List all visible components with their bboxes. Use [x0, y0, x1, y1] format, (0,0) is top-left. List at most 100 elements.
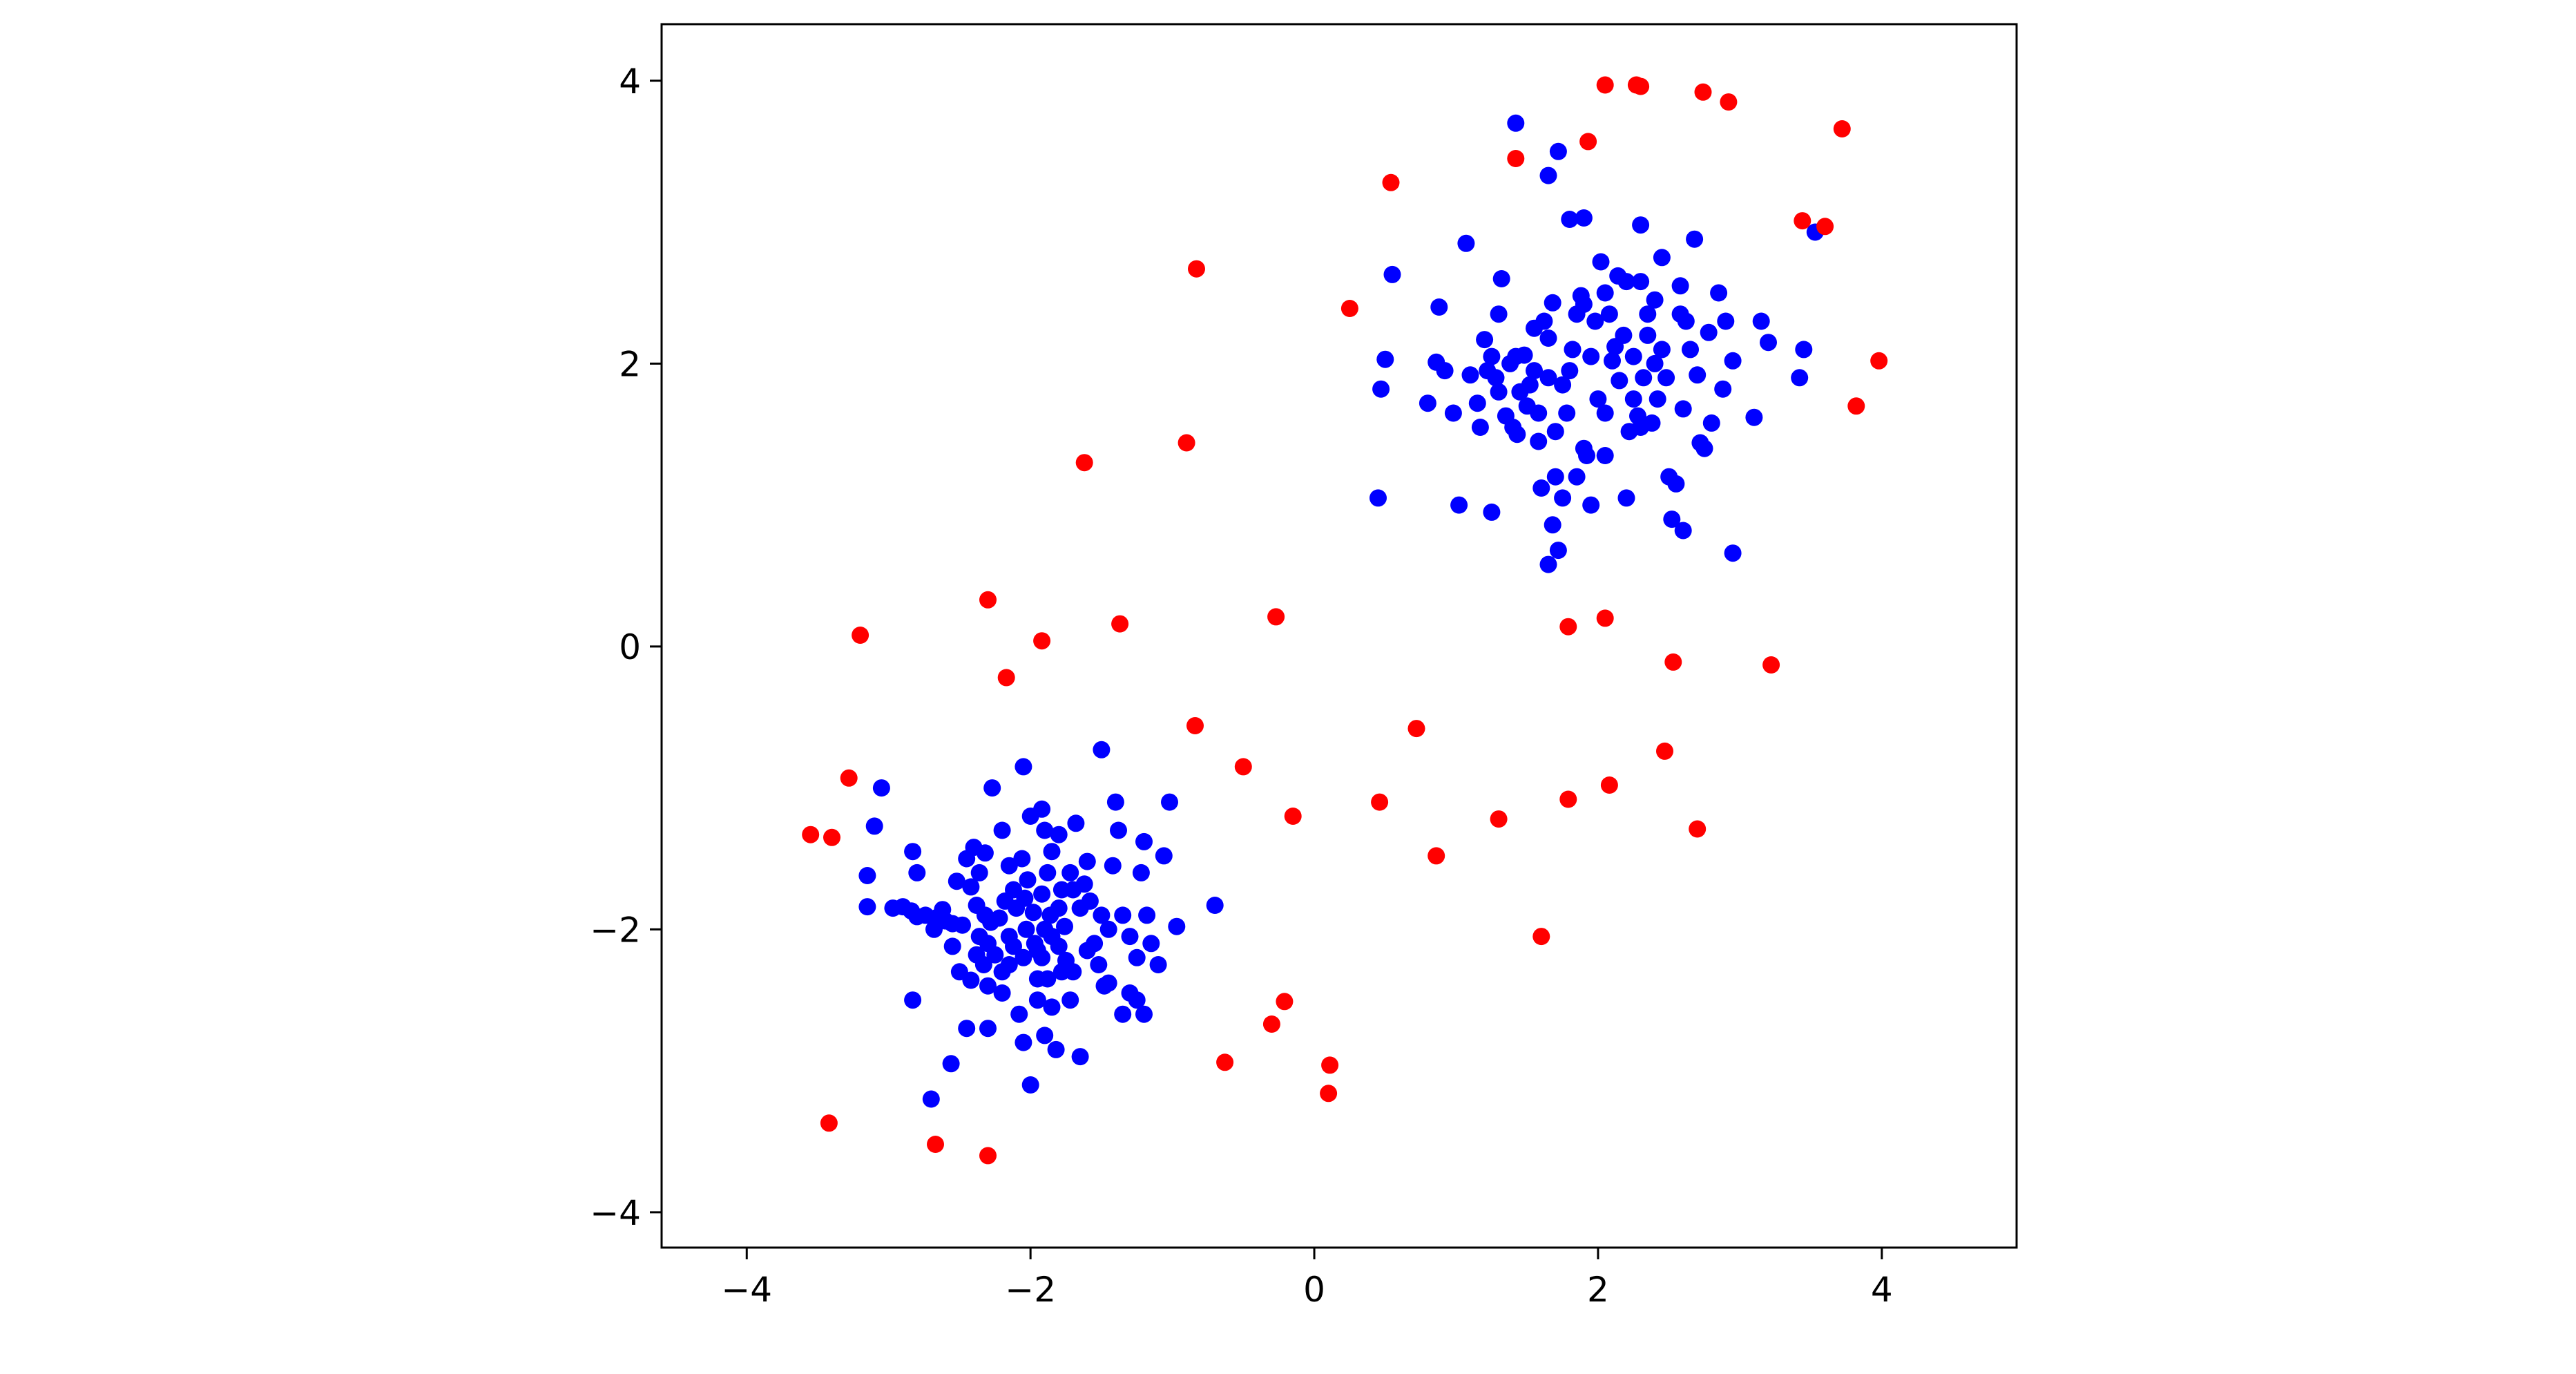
scatter-point-0-217 — [1760, 334, 1777, 352]
scatter-point-0-221 — [1507, 114, 1525, 132]
scatter-point-0-190 — [1635, 369, 1653, 387]
scatter-point-0-201 — [1674, 400, 1692, 418]
scatter-point-0-75 — [1050, 899, 1068, 917]
scatter-point-0-187 — [1624, 347, 1642, 365]
scatter-point-0-61 — [1043, 843, 1061, 861]
scatter-point-0-104 — [1132, 863, 1150, 881]
scatter-point-0-135 — [1461, 366, 1479, 384]
scatter-point-0-227 — [1653, 249, 1671, 267]
scatter-point-0-160 — [1546, 423, 1564, 441]
scatter-point-1-2 — [840, 769, 858, 787]
scatter-point-1-40 — [1664, 653, 1682, 671]
scatter-point-0-138 — [1476, 331, 1494, 349]
scatter-point-0-195 — [1653, 341, 1671, 359]
scatter-point-0-193 — [1646, 291, 1664, 309]
scatter-point-0-14 — [922, 1090, 940, 1108]
scatter-point-0-80 — [1061, 991, 1079, 1009]
scatter-point-0-180 — [1604, 352, 1621, 370]
scatter-point-0-196 — [1657, 369, 1675, 387]
scatter-point-0-231 — [1671, 277, 1689, 295]
x-tick-label: −2 — [1005, 1270, 1056, 1310]
plot-area-frame — [660, 23, 2018, 1249]
scatter-point-0-232 — [1677, 312, 1695, 330]
scatter-point-0-36 — [993, 821, 1011, 839]
scatter-point-0-136 — [1468, 394, 1486, 412]
scatter-point-0-51 — [1024, 904, 1042, 922]
scatter-point-0-172 — [1578, 447, 1595, 464]
scatter-point-0-213 — [1724, 352, 1742, 370]
scatter-point-0-205 — [1689, 366, 1707, 384]
scatter-point-0-144 — [1490, 383, 1508, 401]
scatter-point-1-36 — [1600, 776, 1618, 794]
scatter-point-0-73 — [1050, 826, 1068, 843]
scatter-point-0-167 — [1561, 362, 1579, 380]
scatter-point-0-9 — [908, 863, 926, 881]
scatter-point-0-3 — [858, 898, 876, 916]
scatter-point-0-33 — [979, 977, 997, 995]
scatter-point-0-110 — [1168, 917, 1186, 935]
scatter-point-0-69 — [1028, 991, 1046, 1009]
scatter-point-0-211 — [1714, 380, 1732, 398]
scatter-point-0-178 — [1596, 404, 1614, 422]
scatter-point-1-45 — [1794, 212, 1811, 230]
scatter-point-1-15 — [1234, 758, 1252, 776]
scatter-point-0-84 — [1064, 963, 1082, 981]
scatter-point-0-106 — [1142, 935, 1160, 953]
scatter-point-0-223 — [1549, 142, 1567, 160]
scatter-point-0-212 — [1717, 312, 1735, 330]
scatter-point-0-165 — [1554, 489, 1572, 507]
scatter-point-0-239 — [1596, 447, 1614, 464]
x-tick-label: 4 — [1871, 1270, 1893, 1310]
scatter-point-0-128 — [1419, 394, 1436, 412]
scatter-point-1-43 — [1720, 93, 1738, 111]
scatter-point-0-18 — [948, 872, 965, 890]
scatter-point-0-60 — [1036, 821, 1054, 839]
scatter-point-0-71 — [1036, 1027, 1054, 1044]
scatter-point-0-214 — [1724, 544, 1742, 562]
scatter-point-0-174 — [1582, 347, 1600, 365]
scatter-point-0-76 — [1056, 917, 1073, 935]
scatter-point-0-96 — [1110, 821, 1127, 839]
scatter-point-0-108 — [1155, 847, 1173, 865]
scatter-point-1-1 — [823, 828, 840, 846]
scatter-point-0-225 — [1575, 209, 1593, 227]
scatter-point-1-48 — [1847, 397, 1865, 415]
scatter-point-0-46 — [1015, 758, 1032, 776]
scatter-point-1-42 — [1694, 83, 1712, 101]
scatter-point-0-99 — [1121, 928, 1139, 946]
scatter-point-1-17 — [1216, 1053, 1234, 1071]
x-tick-label: −4 — [721, 1270, 772, 1310]
scatter-point-0-88 — [1081, 892, 1099, 910]
scatter-point-0-204 — [1686, 230, 1704, 248]
scatter-point-0-0 — [872, 779, 890, 797]
scatter-point-0-185 — [1617, 489, 1635, 507]
scatter-point-0-184 — [1615, 326, 1633, 344]
scatter-point-0-24 — [976, 844, 994, 862]
scatter-point-0-243 — [1568, 468, 1586, 486]
scatter-point-0-81 — [1067, 814, 1085, 832]
scatter-point-0-148 — [1508, 426, 1526, 443]
scatter-point-0-44 — [1000, 956, 1018, 973]
scatter-point-0-194 — [1649, 390, 1666, 408]
scatter-point-0-21 — [970, 863, 988, 881]
scatter-point-0-100 — [1128, 948, 1146, 966]
scatter-point-1-22 — [1320, 1085, 1338, 1103]
y-tick-label: 0 — [619, 627, 641, 667]
scatter-point-0-16 — [943, 937, 961, 955]
scatter-point-0-68 — [1039, 970, 1057, 988]
scatter-point-0-8 — [904, 843, 922, 861]
scatter-point-0-119 — [925, 920, 943, 938]
scatter-point-1-29 — [1507, 150, 1525, 167]
scatter-point-0-54 — [1015, 948, 1032, 966]
scatter-point-0-155 — [1532, 479, 1550, 497]
scatter-point-1-31 — [1559, 790, 1577, 808]
scatter-point-0-153 — [1526, 362, 1543, 380]
scatter-point-0-77 — [1050, 937, 1068, 955]
scatter-point-0-233 — [1507, 347, 1525, 365]
scatter-point-0-13 — [904, 991, 922, 1009]
scatter-point-1-9 — [1033, 632, 1051, 650]
scatter-point-0-162 — [1549, 542, 1567, 560]
y-tick-label: −4 — [590, 1193, 641, 1233]
ticks-layer: −4 −2 0 2 4 −4 −2 0 2 4 — [590, 61, 1892, 1310]
